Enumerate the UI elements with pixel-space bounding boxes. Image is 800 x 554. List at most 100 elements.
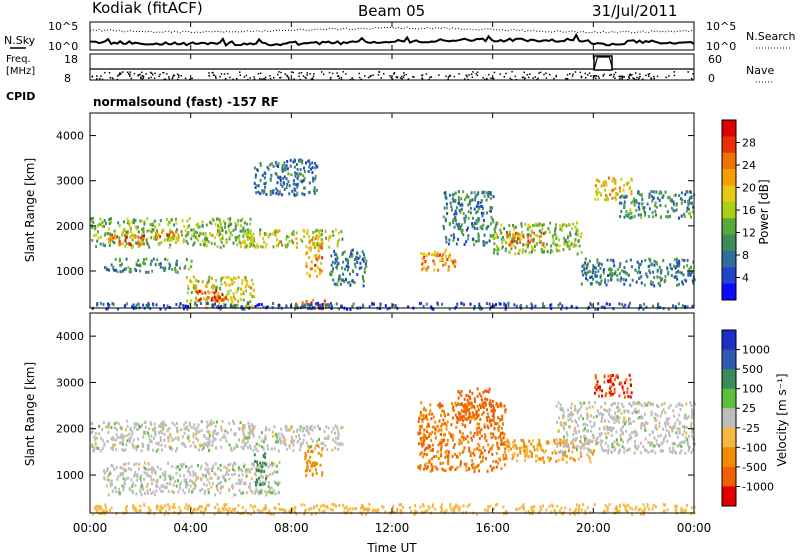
heatmap-cell — [146, 468, 149, 472]
heatmap-cell — [105, 307, 108, 311]
heatmap-cell — [421, 436, 424, 440]
heatmap-cell — [154, 471, 157, 475]
heatmap-cell — [571, 419, 574, 423]
heatmap-cell — [263, 482, 266, 486]
heatmap-cell — [690, 404, 693, 408]
heatmap-cell — [473, 207, 476, 211]
heatmap-cell — [314, 464, 317, 468]
heatmap-cell — [493, 466, 496, 470]
heatmap-cell — [644, 437, 647, 441]
heatmap-cell — [683, 265, 685, 269]
heatmap-cell — [489, 197, 492, 201]
nave-dot — [629, 74, 632, 77]
heatmap-cell — [486, 408, 488, 412]
heatmap-cell — [620, 412, 623, 416]
heatmap-cell — [532, 237, 535, 241]
heatmap-cell — [274, 172, 277, 175]
nave-dot — [299, 78, 301, 81]
heatmap-cell — [605, 283, 608, 287]
heatmap-cell — [243, 307, 246, 311]
nave-dot — [96, 78, 98, 80]
heatmap-cell — [615, 438, 618, 442]
heatmap-cell — [588, 449, 591, 453]
heatmap-cell — [180, 233, 183, 237]
heatmap-cell — [220, 298, 223, 302]
heatmap-cell — [658, 265, 661, 269]
heatmap-cell — [268, 490, 270, 494]
heatmap-cell — [308, 235, 310, 239]
heatmap-cell — [563, 223, 566, 227]
heatmap-cell — [476, 220, 479, 223]
heatmap-cell — [131, 432, 134, 436]
heatmap-cell — [435, 454, 438, 458]
heatmap-cell — [559, 403, 562, 407]
heatmap-cell — [441, 441, 444, 444]
heatmap-cell — [228, 283, 231, 287]
heatmap-cell — [580, 405, 583, 409]
heatmap-cell — [149, 223, 152, 226]
heatmap-cell — [491, 444, 494, 448]
heatmap-cell — [140, 242, 143, 246]
heatmap-cell — [673, 442, 676, 446]
heatmap-cell — [680, 197, 682, 201]
nave-dot — [340, 76, 342, 79]
heatmap-cell — [528, 251, 531, 255]
heatmap-cell — [146, 482, 149, 486]
heatmap-cell — [260, 445, 263, 449]
heatmap-cell — [283, 168, 286, 172]
heatmap-cell — [427, 435, 430, 439]
heatmap-cell — [426, 430, 428, 434]
heatmap-cell — [135, 492, 138, 496]
heatmap-cell — [261, 173, 264, 177]
heatmap-cell — [580, 414, 583, 418]
heatmap-cell — [471, 237, 474, 241]
heatmap-cell — [691, 408, 694, 412]
heatmap-cell — [149, 474, 152, 478]
heatmap-cell — [100, 436, 102, 440]
heatmap-cell — [187, 231, 190, 235]
heatmap-cell — [598, 427, 601, 431]
heatmap-cell — [615, 375, 618, 379]
heatmap-cell — [616, 415, 619, 419]
heatmap-cell — [263, 232, 266, 235]
heatmap-cell — [210, 298, 213, 302]
noise-panel: N.Sky 10^5 10^0 10^5 10^0 N.Search — [4, 20, 796, 53]
heatmap-cell — [234, 224, 237, 228]
heatmap-cell — [485, 439, 488, 443]
heatmap-cell — [230, 296, 233, 300]
heatmap-cell — [428, 460, 431, 464]
heatmap-cell — [109, 472, 112, 476]
heatmap-cell — [264, 185, 267, 189]
heatmap-cell — [544, 230, 547, 234]
heatmap-cell — [618, 265, 621, 268]
heatmap-cell — [464, 214, 467, 218]
heatmap-cell — [183, 266, 186, 270]
heatmap-cell — [585, 266, 588, 270]
heatmap-cell — [206, 244, 209, 248]
heatmap-cell — [332, 234, 335, 237]
heatmap-cell — [421, 417, 424, 421]
nave-dot — [635, 72, 637, 74]
colorbar-segment — [722, 120, 736, 137]
heatmap-cell — [578, 430, 581, 434]
heatmap-cell — [95, 245, 98, 248]
heatmap-cell — [125, 267, 128, 271]
heatmap-cell — [117, 436, 120, 440]
heatmap-cell — [621, 402, 623, 406]
colorbar-tick-label: 4 — [742, 272, 749, 285]
heatmap-cell — [495, 244, 498, 248]
heatmap-cell — [533, 244, 536, 248]
heatmap-cell — [478, 302, 481, 306]
heatmap-cell — [204, 291, 207, 295]
heatmap-cell — [338, 307, 341, 311]
nave-dot — [176, 73, 179, 75]
heatmap-cell — [143, 471, 146, 474]
heatmap-cell — [574, 426, 577, 430]
heatmap-cell — [222, 244, 225, 248]
heatmap-cell — [577, 240, 580, 243]
heatmap-cell — [476, 405, 479, 408]
heatmap-cell — [108, 478, 111, 482]
heatmap-cell — [320, 504, 323, 508]
heatmap-cell — [158, 424, 160, 428]
nave-dot — [220, 73, 223, 75]
